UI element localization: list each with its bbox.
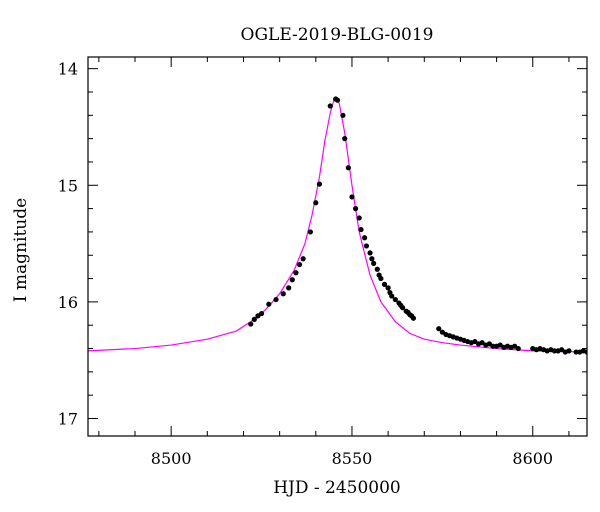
model-curve	[88, 98, 587, 353]
data-point	[300, 256, 306, 262]
y-tick-label: 16	[58, 293, 78, 312]
data-point	[266, 301, 272, 307]
data-point	[385, 285, 391, 291]
data-point	[399, 305, 406, 311]
data-point	[289, 277, 295, 283]
axis-tick-labels: 8500 8550 8600 14 15 16 17	[58, 60, 553, 468]
data-point	[362, 235, 368, 241]
data-point	[313, 200, 319, 206]
data-point	[356, 215, 362, 221]
y-tick-label: 15	[58, 176, 78, 195]
data-point	[340, 112, 346, 118]
x-tick-label: 8600	[512, 449, 553, 468]
data-point	[352, 206, 359, 212]
data-point	[374, 266, 380, 272]
data-point	[296, 261, 303, 268]
data-point	[316, 181, 323, 187]
data-point	[349, 194, 355, 200]
data-point	[293, 270, 299, 276]
y-tick-label: 17	[58, 410, 78, 429]
data-point	[342, 136, 348, 142]
data-point	[378, 275, 384, 282]
data-point	[358, 226, 364, 233]
model-curve-layer	[88, 98, 587, 353]
data-point	[334, 97, 341, 103]
chart-title: OGLE-2019-BLG-0019	[241, 25, 434, 45]
data-point	[273, 296, 279, 303]
data-point	[573, 349, 579, 355]
data-point	[286, 285, 292, 291]
data-point	[551, 348, 558, 354]
data-points-layer	[248, 96, 587, 355]
data-point	[436, 326, 442, 332]
data-point	[490, 343, 496, 349]
data-point	[566, 348, 572, 354]
data-point	[369, 256, 375, 262]
plot-frame	[87, 56, 588, 437]
data-point	[345, 165, 351, 171]
data-point	[251, 316, 257, 322]
x-tick-label: 8550	[332, 449, 373, 468]
data-point	[327, 103, 333, 109]
data-point	[280, 291, 286, 297]
data-point	[392, 296, 398, 303]
data-point	[307, 229, 313, 235]
data-point	[381, 281, 388, 287]
data-point	[363, 243, 370, 249]
data-point	[389, 293, 395, 299]
y-tick-label: 14	[58, 60, 78, 79]
x-axis-label: HJD - 2450000	[273, 478, 401, 498]
data-point	[371, 260, 377, 267]
data-point	[584, 349, 587, 355]
data-point	[258, 310, 265, 317]
axis-ticks	[88, 57, 587, 436]
data-point	[248, 321, 254, 327]
data-point	[515, 345, 521, 352]
y-axis-label: I magnitude	[11, 198, 31, 302]
data-point	[367, 250, 373, 256]
x-tick-label: 8500	[151, 449, 192, 468]
data-point	[410, 315, 417, 321]
